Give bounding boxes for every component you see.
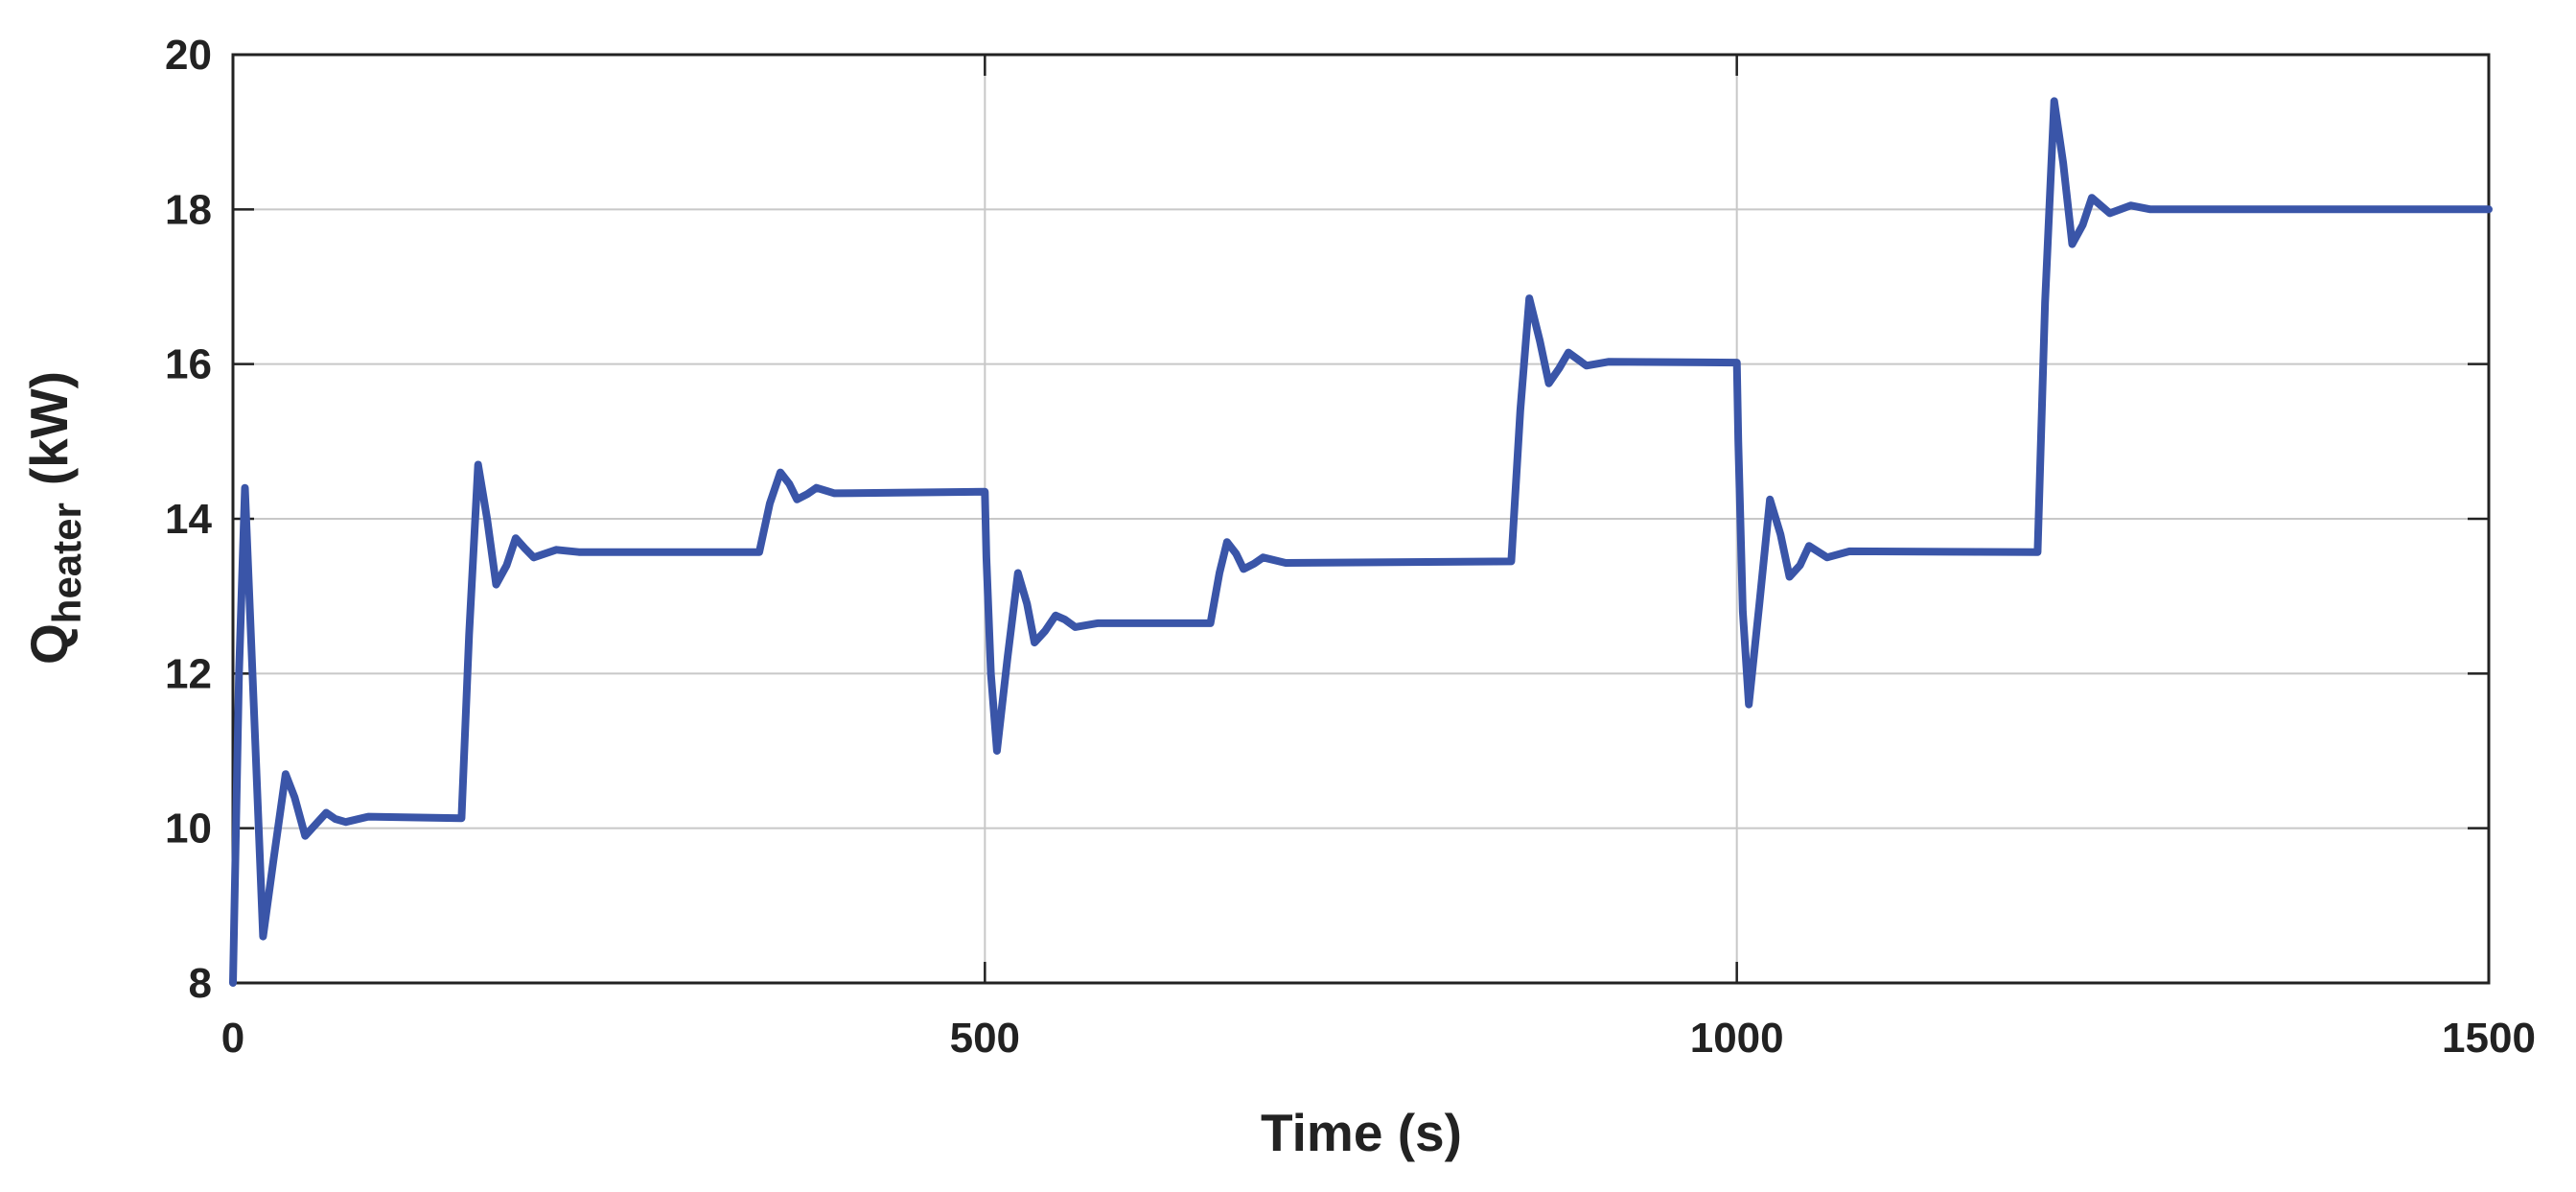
y-tick-label: 16 <box>165 341 212 388</box>
y-tick-label: 8 <box>189 960 212 1007</box>
x-tick-label: 500 <box>950 1015 1020 1062</box>
y-label-unit: (kW) <box>19 371 79 485</box>
y-tick-label: 12 <box>165 650 212 697</box>
y-tick-label: 18 <box>165 186 212 233</box>
y-tick-label: 10 <box>165 806 212 853</box>
x-tick-label: 1000 <box>1690 1015 1784 1062</box>
x-axis-label: Time (s) <box>1261 1103 1462 1162</box>
y-tick-label: 20 <box>165 32 212 79</box>
y-label-subscript: heater <box>44 503 89 623</box>
x-tick-label: 0 <box>221 1015 244 1062</box>
data-line <box>229 97 2493 987</box>
x-tick-label: 1500 <box>2442 1015 2536 1062</box>
y-label-main: Q <box>19 623 79 665</box>
y-axis-label: Qheater (kW) <box>19 371 89 665</box>
plot-frame <box>231 53 2491 985</box>
y-tick-label: 14 <box>165 496 212 543</box>
